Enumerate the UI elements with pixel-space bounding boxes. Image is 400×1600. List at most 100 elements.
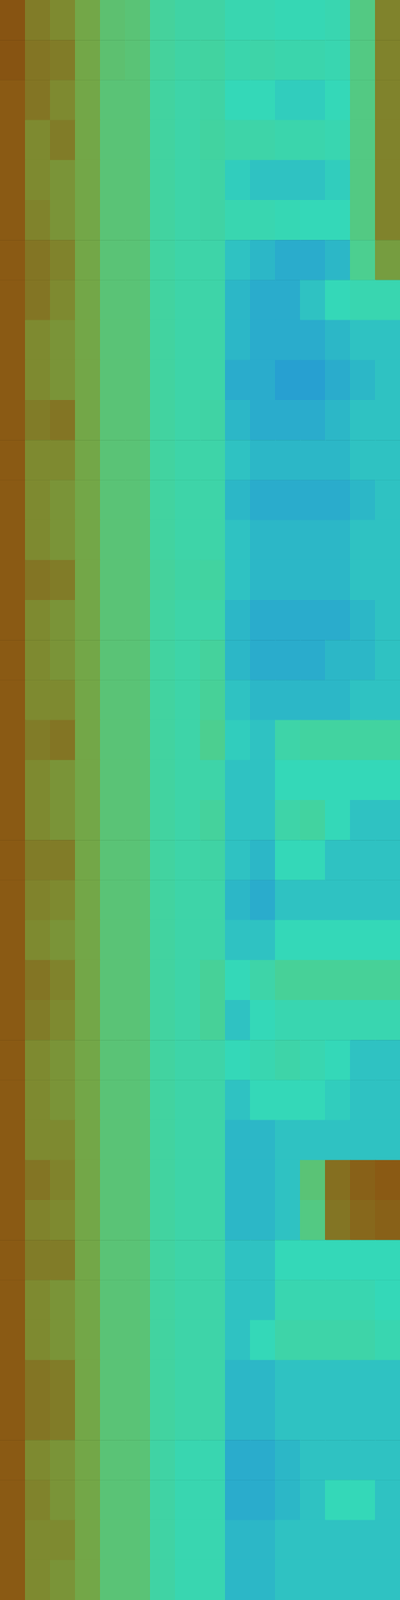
heatmap-cell <box>125 1120 151 1161</box>
heatmap-cell <box>375 800 400 841</box>
heatmap-cell <box>150 320 176 361</box>
heatmap-cell <box>25 560 51 601</box>
heatmap-cell <box>225 720 251 761</box>
heatmap-cell <box>250 1479 276 1521</box>
heatmap-cell <box>175 1000 201 1041</box>
heatmap-cell <box>275 1520 301 1561</box>
heatmap-cell <box>200 679 226 721</box>
heatmap-cell <box>100 720 126 761</box>
heatmap-cell <box>350 1400 376 1441</box>
heatmap-cell <box>50 39 76 81</box>
heatmap-cell <box>200 839 226 881</box>
heatmap-cell <box>25 800 51 841</box>
heatmap-cell <box>100 1160 126 1201</box>
heatmap-cell <box>175 1160 201 1201</box>
heatmap-cell <box>0 1439 26 1481</box>
heatmap-cell <box>250 39 276 81</box>
heatmap-cell <box>100 239 126 281</box>
heatmap-cell <box>325 1079 351 1121</box>
heatmap-cell <box>225 0 251 41</box>
heatmap-cell <box>375 760 400 801</box>
heatmap-cell <box>375 1239 400 1281</box>
heatmap-cell <box>250 1079 276 1121</box>
heatmap-cell <box>100 920 126 961</box>
heatmap-cell <box>25 839 51 881</box>
heatmap-cell <box>300 1479 326 1521</box>
heatmap-cell <box>175 279 201 321</box>
heatmap-cell <box>25 1000 51 1041</box>
heatmap-cell <box>275 879 301 921</box>
heatmap-cell <box>50 520 76 561</box>
heatmap-cell <box>375 1000 400 1041</box>
heatmap-cell <box>325 1439 351 1481</box>
heatmap-cell <box>375 1479 400 1521</box>
heatmap-cell <box>100 800 126 841</box>
heatmap-cell <box>375 439 400 481</box>
heatmap-cell <box>150 1160 176 1201</box>
heatmap-cell <box>175 1079 201 1121</box>
heatmap-cell <box>0 239 26 281</box>
heatmap-cell <box>250 79 276 121</box>
heatmap-cell <box>25 960 51 1001</box>
heatmap-cell <box>175 479 201 521</box>
heatmap-cell <box>350 639 376 681</box>
heatmap-cell <box>0 360 26 401</box>
heatmap-cell <box>350 320 376 361</box>
heatmap-cell <box>175 1200 201 1241</box>
heatmap-cell <box>75 400 101 441</box>
heatmap-cell <box>325 1000 351 1041</box>
heatmap-cell <box>325 920 351 961</box>
heatmap-cell <box>375 479 400 521</box>
heatmap-cell <box>225 79 251 121</box>
heatmap-cell <box>175 0 201 41</box>
heatmap-cell <box>175 439 201 481</box>
heatmap-cell <box>250 1239 276 1281</box>
heatmap-cell <box>25 400 51 441</box>
heatmap-cell <box>375 1439 400 1481</box>
heatmap-cell <box>50 839 76 881</box>
heatmap-cell <box>325 1239 351 1281</box>
heatmap-cell <box>225 160 251 201</box>
heatmap-cell <box>0 279 26 321</box>
heatmap-cell <box>100 1279 126 1321</box>
heatmap-cell <box>275 600 301 641</box>
heatmap-cell <box>25 1200 51 1241</box>
heatmap-cell <box>225 960 251 1001</box>
heatmap-cell <box>150 0 176 41</box>
heatmap-cell <box>350 1439 376 1481</box>
heatmap-cell <box>100 1120 126 1161</box>
heatmap-cell <box>50 1239 76 1281</box>
heatmap-cell <box>150 479 176 521</box>
heatmap-cell <box>325 520 351 561</box>
heatmap-cell <box>0 1120 26 1161</box>
heatmap-cell <box>75 920 101 961</box>
heatmap-cell <box>275 39 301 81</box>
heatmap-cell <box>25 720 51 761</box>
heatmap-cell <box>125 1279 151 1321</box>
heatmap-cell <box>50 360 76 401</box>
heatmap-cell <box>150 639 176 681</box>
heatmap-cell <box>125 1479 151 1521</box>
heatmap-cell <box>25 1520 51 1561</box>
heatmap-cell <box>225 1320 251 1361</box>
heatmap-cell <box>375 239 400 281</box>
heatmap-cell <box>300 1520 326 1561</box>
heatmap-cell <box>150 800 176 841</box>
heatmap-cell <box>325 1400 351 1441</box>
heatmap-cell <box>350 400 376 441</box>
heatmap-cell <box>225 39 251 81</box>
heatmap-cell <box>150 200 176 241</box>
heatmap-cell <box>300 120 326 161</box>
heatmap-cell <box>350 239 376 281</box>
heatmap-cell <box>375 400 400 441</box>
heatmap-cell <box>200 1120 226 1161</box>
heatmap-cell <box>100 1560 126 1600</box>
heatmap-cell <box>350 1520 376 1561</box>
heatmap-cell <box>325 160 351 201</box>
heatmap-cell <box>325 79 351 121</box>
heatmap-cell <box>200 320 226 361</box>
heatmap-cell <box>325 320 351 361</box>
heatmap-cell <box>375 200 400 241</box>
heatmap-cell <box>100 1520 126 1561</box>
heatmap-cell <box>275 1400 301 1441</box>
